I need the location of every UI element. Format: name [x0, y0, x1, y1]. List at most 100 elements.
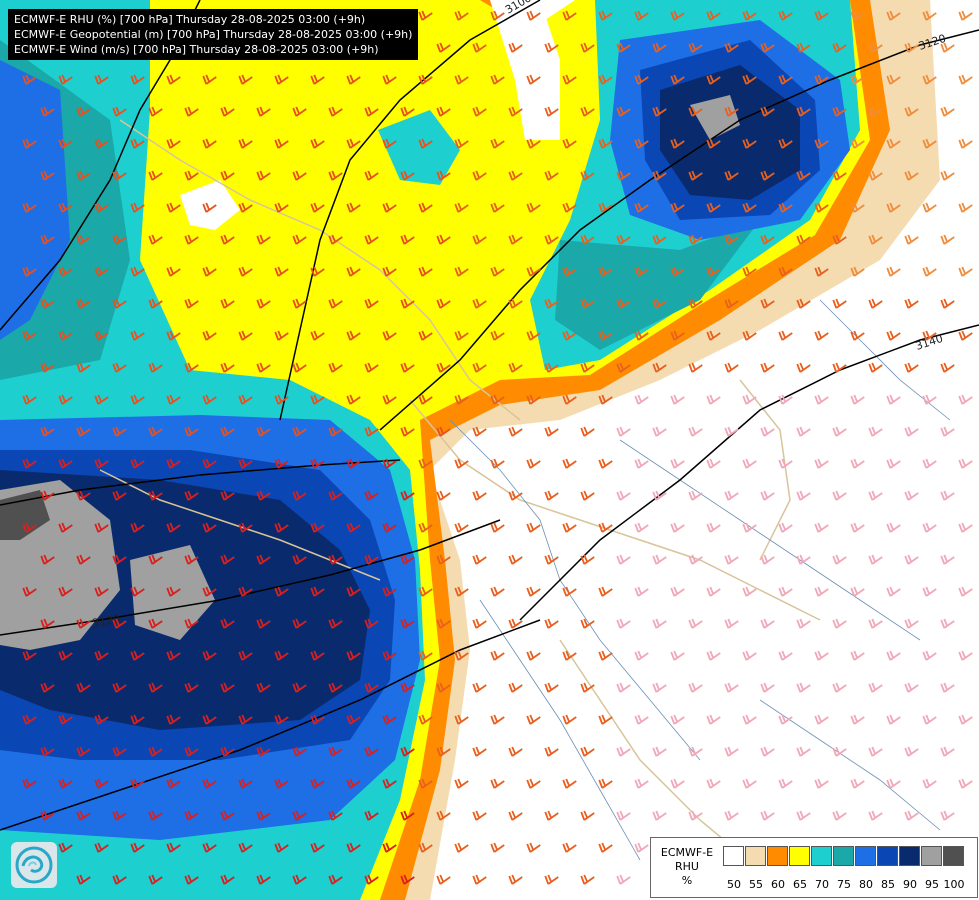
wind-barb-icon: [886, 714, 901, 725]
wind-barb-icon: [598, 778, 613, 789]
wind-barb-icon: [454, 394, 469, 405]
wind-barb-icon: [112, 106, 127, 117]
wind-barb-icon: [220, 874, 235, 885]
wind-barb-icon: [868, 810, 883, 821]
wind-barb-icon: [220, 234, 235, 245]
wind-barb-icon: [274, 138, 289, 149]
wind-barb-icon: [472, 170, 487, 181]
wind-barb-icon: [724, 554, 739, 565]
wind-barb-icon: [382, 586, 397, 597]
wind-barb-icon: [670, 714, 685, 725]
wind-barb-icon: [958, 394, 973, 405]
wind-barb-icon: [40, 426, 55, 437]
wind-barb-icon: [202, 714, 217, 725]
wind-barb-icon: [544, 426, 559, 437]
wind-barb-icon: [616, 42, 631, 53]
wind-barb-icon: [958, 138, 973, 149]
wind-barb-icon: [148, 106, 163, 117]
contour-label-3120-south: 3120: [91, 612, 121, 630]
wind-barb-icon: [778, 394, 793, 405]
wind-barb-icon: [670, 522, 685, 533]
wind-barb-icon: [58, 586, 73, 597]
wind-barb-icon: [328, 490, 343, 501]
wind-barb-icon: [760, 170, 775, 181]
wind-barb-icon: [238, 138, 253, 149]
wind-barb-icon: [868, 170, 883, 181]
wind-barb-icon: [58, 650, 73, 661]
wind-barb-icon: [58, 74, 73, 85]
wind-barb-icon: [778, 650, 793, 661]
wind-barb-icon: [328, 746, 343, 757]
wind-barb-icon: [472, 106, 487, 117]
wind-barb-icon: [886, 202, 901, 213]
wind-barb-icon: [922, 714, 937, 725]
wind-barb-icon: [958, 586, 973, 597]
wind-barb-icon: [490, 458, 505, 469]
wind-barb-icon: [868, 106, 883, 117]
wind-barb-icon: [148, 618, 163, 629]
wind-barb-icon: [760, 810, 775, 821]
wind-barb-icon: [760, 362, 775, 373]
wind-barb-icon: [274, 330, 289, 341]
legend-title-model: ECMWF-E: [660, 846, 714, 859]
wind-barb-icon: [778, 586, 793, 597]
wind-barb-icon: [634, 266, 649, 277]
wind-barb-icon: [490, 74, 505, 85]
wind-barb-icon: [886, 330, 901, 341]
wind-barb-icon: [310, 458, 325, 469]
legend-swatch: [767, 846, 788, 866]
wind-barb-icon: [400, 234, 415, 245]
wind-barb-icon: [454, 10, 469, 21]
wind-barb-icon: [58, 778, 73, 789]
wind-barb-icon: [796, 490, 811, 501]
wind-barb-icon: [130, 202, 145, 213]
wind-barb-icon: [256, 682, 271, 693]
wind-barb-icon: [184, 618, 199, 629]
wind-barb-icon: [958, 10, 973, 21]
wind-barb-icon: [436, 554, 451, 565]
wind-barb-icon: [922, 202, 937, 213]
wind-barb-icon: [850, 202, 865, 213]
wind-barb-icon: [418, 522, 433, 533]
wind-barb-icon: [490, 778, 505, 789]
wind-barb-icon: [850, 10, 865, 21]
wind-barb-icon: [364, 874, 379, 885]
wind-barb-icon: [670, 330, 685, 341]
wind-barb-icon: [310, 394, 325, 405]
wind-barb-icon: [796, 682, 811, 693]
wind-barb-icon: [238, 458, 253, 469]
wind-barb-icon: [292, 298, 307, 309]
wind-barb-icon: [580, 618, 595, 629]
wind-barb-icon: [238, 586, 253, 597]
wind-barb-icon: [760, 746, 775, 757]
wind-barb-icon: [688, 490, 703, 501]
wind-barb-icon: [886, 650, 901, 661]
wind-barb-icon: [238, 650, 253, 661]
wind-barb-icon: [382, 202, 397, 213]
legend-tick-label: 90: [903, 878, 917, 891]
wind-barb-icon: [490, 714, 505, 725]
wind-barb-icon: [256, 298, 271, 309]
wind-barb-icon: [634, 650, 649, 661]
wind-barb-icon: [292, 426, 307, 437]
wind-barb-icon: [598, 138, 613, 149]
wind-barb-icon: [544, 42, 559, 53]
legend-tick-label: 50: [727, 878, 741, 891]
wind-barb-icon: [166, 394, 181, 405]
wind-barb-icon: [580, 746, 595, 757]
wind-barb-icon: [472, 554, 487, 565]
wind-barb-icon: [346, 330, 361, 341]
wind-barb-icon: [562, 586, 577, 597]
wind-barb-icon: [706, 650, 721, 661]
wind-barb-icon: [184, 298, 199, 309]
wind-barb-icon: [760, 554, 775, 565]
wind-barb-icon: [832, 106, 847, 117]
wind-barb-icon: [544, 490, 559, 501]
legend-tick-label: 70: [815, 878, 829, 891]
wind-barb-icon: [634, 394, 649, 405]
wind-barb-icon: [94, 650, 109, 661]
wind-barb-icon: [364, 170, 379, 181]
wind-barb-icon: [346, 714, 361, 725]
wind-barb-icon: [598, 10, 613, 21]
wind-barb-icon: [904, 106, 919, 117]
